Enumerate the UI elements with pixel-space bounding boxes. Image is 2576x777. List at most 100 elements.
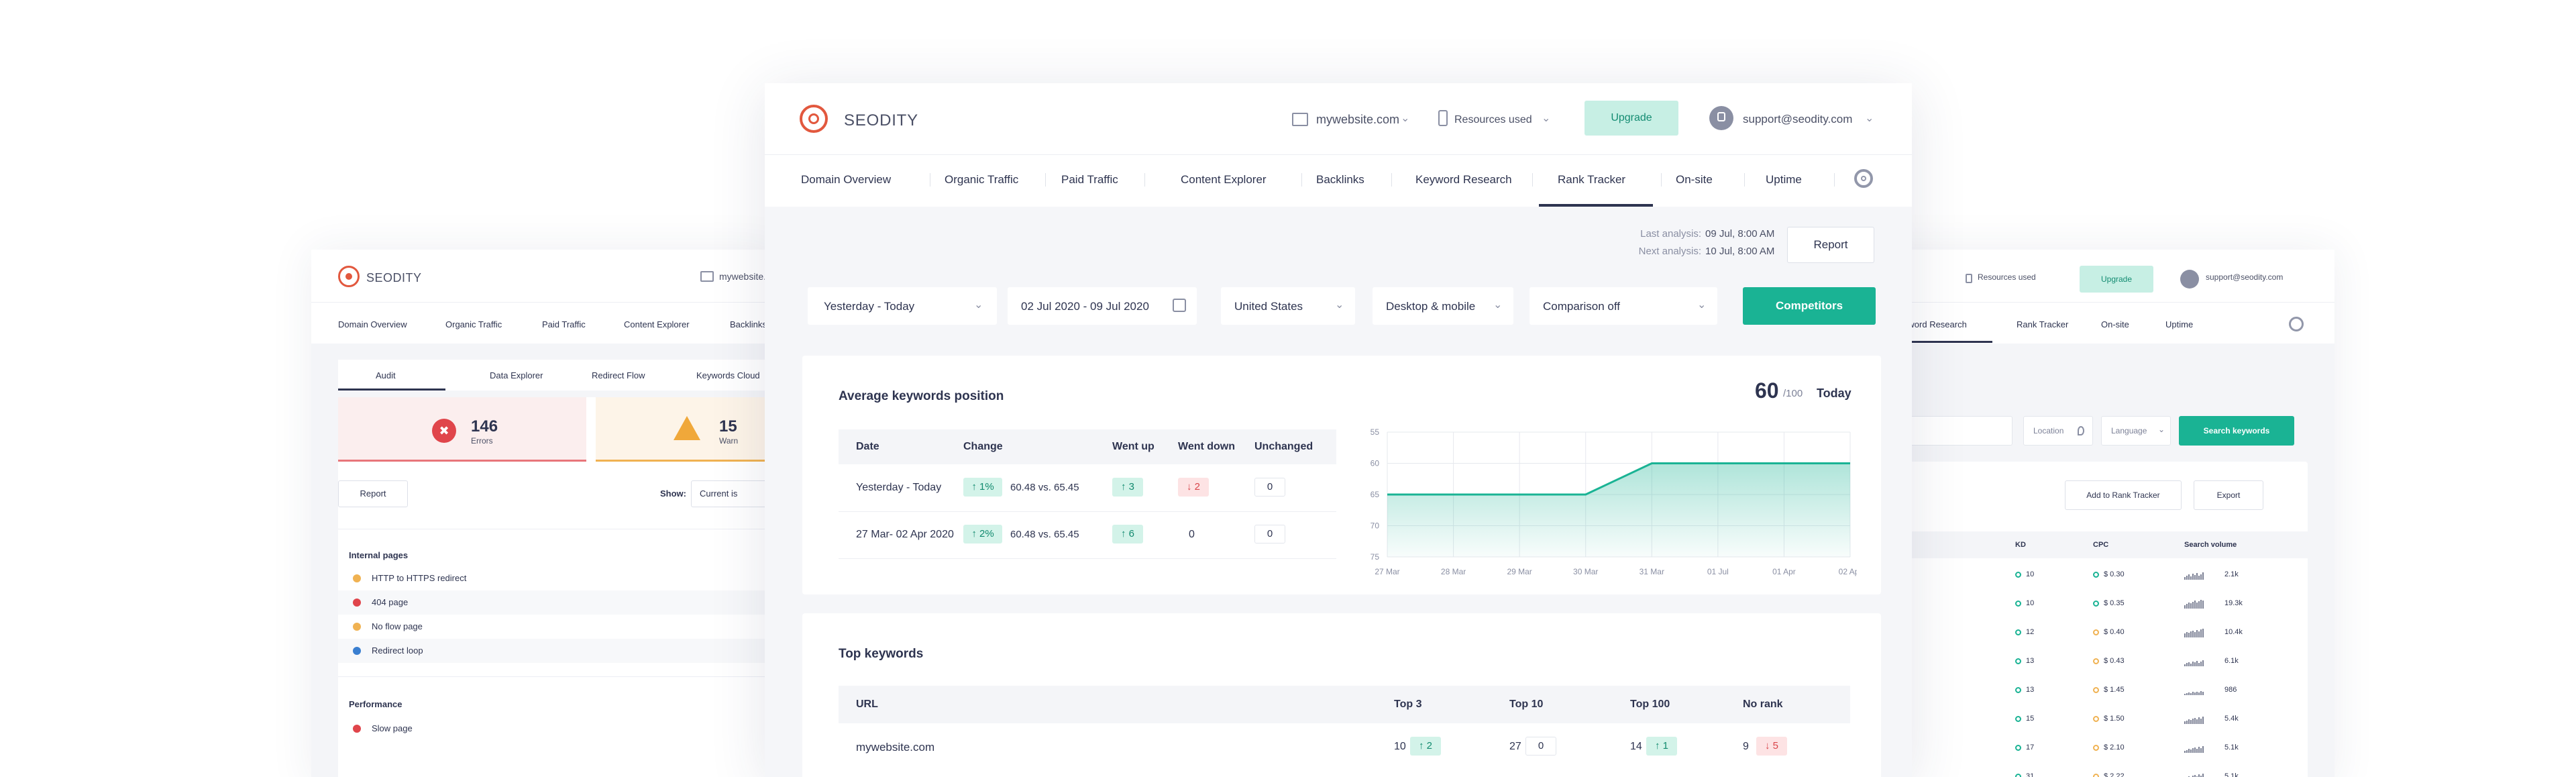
keywords-results-card: Add to Rank Tracker Export KD CPC Search… [1851,462,2308,777]
resources-used[interactable]: Resources used [1978,272,2036,282]
y-tick-label: 70 [1371,521,1380,531]
last-analysis-label: Last analysis: [1640,228,1701,240]
country-select[interactable]: United States ⌄ [1221,287,1355,325]
comparison-select[interactable]: Comparison off ⌄ [1529,287,1717,325]
y-tick-label: 75 [1371,552,1380,562]
language-select[interactable]: Language ⌄ [2101,416,2171,446]
calendar-icon [1173,299,1186,312]
location-select[interactable]: Location [2023,416,2093,446]
nav-on-site[interactable]: On-site [1676,173,1713,186]
chart-area-fill [1387,463,1850,557]
nav-backlinks[interactable]: Backlinks [730,319,767,329]
export-button[interactable]: Export [2194,480,2263,510]
nav-rank-tracker[interactable]: Rank Tracker [1558,173,1626,186]
tab-audit[interactable]: Audit [376,370,396,380]
tab-data-explorer[interactable]: Data Explorer [490,370,543,380]
table-row[interactable]: 17 $ 2.10 5.1k [1851,734,2308,763]
table-row[interactable]: Yesterday - Today ↑ 1% 60.48 vs. 65.45 ↑… [839,464,1336,511]
report-button[interactable]: Report [1787,227,1874,263]
list-item[interactable]: HTTP to HTTPS redirect [338,566,767,590]
table-row[interactable]: 15 $ 1.50 5.4k [1851,705,2308,734]
errors-summary[interactable]: ✖ 146 Errors [338,397,586,462]
nav-keyword-research[interactable]: Keyword Research [1415,173,1512,186]
cpc-dot-icon [2093,629,2099,635]
right-header: Resources used Upgrade support@seodity.c… [1851,250,2334,344]
nav-uptime[interactable]: Uptime [2165,319,2194,329]
table-row[interactable]: 13 $ 0.43 6.1k [1851,648,2308,676]
search-keywords-button[interactable]: Search keywords [2179,416,2294,446]
nav-paid-traffic[interactable]: Paid Traffic [1061,173,1118,186]
tab-keywords-cloud[interactable]: Keywords Cloud [696,370,760,380]
table-row[interactable]: mywebsite.com 10 ↑ 2 27 0 14 ↑ 1 9 ↓ 5 [839,723,1850,770]
nav-content-explorer[interactable]: Content Explorer [624,319,690,329]
report-button[interactable]: Report [338,480,408,507]
upgrade-button[interactable]: Upgrade [2080,266,2153,293]
volume-trend-sparkline [2184,597,2204,609]
nav-backlinks[interactable]: Backlinks [1316,173,1364,186]
table-row[interactable]: 10 $ 0.30 2.1k [1851,561,2308,590]
x-tick-label: 27 Mar [1375,567,1399,576]
cpc-dot-icon [2093,601,2099,607]
warning-icon [674,416,700,440]
volume-trend-sparkline [2184,625,2204,637]
nav-domain-overview[interactable]: Domain Overview [338,319,407,329]
chevron-down-icon: ⌄ [1865,113,1874,124]
url-cell[interactable]: mywebsite.com [856,741,935,754]
performance-title: Performance [349,699,402,709]
avatar[interactable] [1709,106,1733,130]
nav-on-site[interactable]: On-site [2101,319,2129,329]
active-tab-indicator [1539,204,1653,207]
kd-dot-icon [2015,687,2021,693]
nav-organic-traffic[interactable]: Organic Traffic [945,173,1019,186]
resources-used[interactable]: Resources used [1454,114,1532,125]
resources-icon [1966,274,1972,283]
account-email[interactable]: support@seodity.com [1743,113,1853,125]
avatar[interactable] [2180,270,2199,289]
keyword-rows: 10 $ 0.30 2.1k 10 $ 0.35 19.3k 12 $ 0.40… [1851,561,2308,777]
upgrade-button[interactable]: Upgrade [1585,101,1678,136]
error-dot-icon [353,725,361,733]
nav-domain-overview[interactable]: Domain Overview [801,173,892,186]
list-item[interactable]: No flow page [338,615,767,639]
date-range-select[interactable]: Yesterday - Today ⌄ [808,287,997,325]
table-row[interactable]: 31 $ 2.22 5.1k [1851,763,2308,777]
nav-rank-tracker[interactable]: Rank Tracker [2017,319,2069,329]
kd-dot-icon [2015,745,2021,751]
resources-icon [1438,110,1448,126]
add-to-rank-tracker-button[interactable]: Add to Rank Tracker [2065,480,2182,510]
warnings-summary[interactable]: 15 Warn [596,397,767,462]
y-tick-label: 65 [1371,490,1380,499]
list-item[interactable]: Redirect loop [338,639,767,663]
table-row[interactable]: 12 $ 0.40 10.4k [1851,619,2308,648]
chevron-down-icon: ⌄ [974,299,983,311]
table-row[interactable]: 27 Mar- 02 Apr 2020 ↑ 2% 60.48 vs. 65.45… [839,511,1336,558]
table-row[interactable]: 13 $ 1.45 986 [1851,676,2308,705]
errors-label: Errors [471,436,493,446]
domain-selector[interactable]: mywebsite.com [1316,113,1400,126]
date-picker[interactable]: 02 Jul 2020 - 09 Jul 2020 [1008,287,1197,325]
account-email[interactable]: support@seodity.com [2206,272,2284,282]
competitors-button[interactable]: Competitors [1743,287,1876,325]
volume-trend-sparkline [2184,568,2204,580]
rank-tracker-window: SEODITY mywebsite.com ⌄ Resources used ⌄… [765,83,1912,777]
nav-content-explorer[interactable]: Content Explorer [1181,173,1267,186]
volume-trend-sparkline [2184,741,2204,753]
cpc-dot-icon [2093,658,2099,664]
x-tick-label: 01 Jul [1707,567,1729,576]
nav-paid-traffic[interactable]: Paid Traffic [542,319,586,329]
x-tick-label: 29 Mar [1507,567,1532,576]
top-table-header: URL Top 3 Top 10 Top 100 No rank [839,686,1850,723]
cpc-dot-icon [2093,687,2099,693]
show-select[interactable]: Current is [691,480,771,507]
average-position-card: Average keywords position 60 /100 Today … [802,356,1881,594]
tab-redirect-flow[interactable]: Redirect Flow [592,370,645,380]
gear-icon[interactable] [2289,317,2304,331]
table-row[interactable]: 10 $ 0.35 19.3k [1851,590,2308,619]
nav-organic-traffic[interactable]: Organic Traffic [445,319,502,329]
nav-uptime[interactable]: Uptime [1766,173,1802,186]
background-window-right: Resources used Upgrade support@seodity.c… [1851,250,2334,777]
gear-icon[interactable] [1854,169,1873,188]
list-item[interactable]: Slow page [338,717,767,741]
device-select[interactable]: Desktop & mobile ⌄ [1373,287,1513,325]
list-item[interactable]: 404 page [338,590,767,615]
